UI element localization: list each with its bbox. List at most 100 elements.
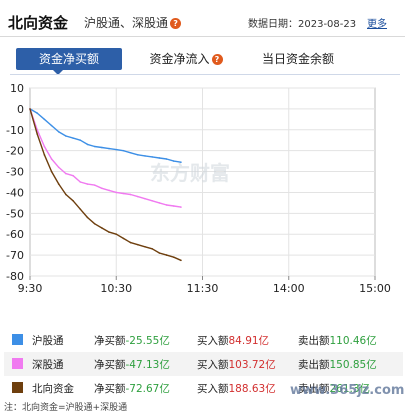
data-point bbox=[72, 200, 74, 202]
y-tick-label: 0 bbox=[17, 103, 24, 116]
data-point bbox=[65, 135, 67, 137]
data-point bbox=[122, 149, 125, 152]
tab-net-buy[interactable]: 资金净买额 bbox=[16, 48, 122, 70]
data-point bbox=[72, 137, 74, 139]
net-value: -25.55亿 bbox=[125, 335, 170, 347]
data-point bbox=[165, 158, 168, 160]
legend-net: 净买额-47.13亿 bbox=[94, 357, 170, 372]
data-point bbox=[101, 227, 103, 229]
data-point bbox=[43, 154, 46, 156]
series-line bbox=[29, 108, 182, 163]
y-tick-label: -80 bbox=[6, 270, 24, 283]
help-icon[interactable]: ? bbox=[170, 18, 182, 29]
data-point bbox=[172, 205, 175, 207]
data-point bbox=[180, 161, 182, 163]
legend-row: 深股通 净买额-47.13亿 买入额103.72亿 卖出额150.85亿 bbox=[4, 352, 403, 376]
tab-divider bbox=[10, 74, 400, 75]
data-point bbox=[101, 146, 103, 149]
data-point bbox=[158, 202, 161, 204]
data-point bbox=[93, 222, 96, 225]
data-point bbox=[93, 145, 96, 148]
legend-row: 沪股通 净买额-25.55亿 买入额84.91亿 卖出额110.46亿 bbox=[4, 328, 403, 352]
data-point bbox=[129, 151, 132, 154]
data-point bbox=[43, 145, 46, 148]
data-point bbox=[165, 204, 168, 206]
net-value: -72.67亿 bbox=[125, 383, 170, 395]
legend-swatch bbox=[12, 382, 23, 393]
legend-name: 深股通 bbox=[32, 359, 64, 371]
data-point bbox=[151, 248, 153, 250]
buy-value: 188.63亿 bbox=[228, 383, 276, 395]
legend-buy: 买入额188.63亿 bbox=[197, 381, 276, 396]
data-point bbox=[137, 243, 139, 246]
data-point bbox=[79, 139, 82, 142]
data-point bbox=[93, 184, 96, 186]
data-point bbox=[115, 148, 118, 151]
header: 北向资金 沪股通、深股通? 数据日期：2023-08-23 更多 bbox=[0, 0, 405, 37]
help-icon[interactable]: ? bbox=[211, 54, 223, 65]
legend-net: 净买额-72.67亿 bbox=[94, 381, 170, 396]
data-point bbox=[137, 195, 139, 198]
legend-swatch bbox=[12, 358, 23, 369]
legend-sell: 卖出额261.3亿 bbox=[298, 381, 370, 396]
buy-value: 84.91亿 bbox=[228, 335, 270, 347]
legend-buy: 买入额103.72亿 bbox=[197, 357, 276, 372]
data-point bbox=[172, 160, 175, 162]
sell-value: 261.3亿 bbox=[329, 383, 371, 395]
series-layer bbox=[29, 108, 182, 262]
data-point bbox=[151, 156, 153, 158]
site-watermark: www.365jz.com bbox=[290, 383, 405, 398]
y-tick-label: -60 bbox=[6, 228, 24, 241]
buy-label: 买入额 bbox=[197, 383, 229, 395]
data-point bbox=[36, 112, 38, 114]
x-tick-label: 15:00 bbox=[359, 282, 391, 295]
legend-sell: 卖出额110.46亿 bbox=[298, 333, 377, 348]
data-point bbox=[79, 181, 82, 183]
net-label: 净买额 bbox=[94, 359, 126, 371]
data-point bbox=[144, 197, 146, 200]
sell-value: 110.46亿 bbox=[329, 335, 377, 347]
sell-label: 卖出额 bbox=[298, 359, 330, 371]
data-point bbox=[50, 124, 53, 127]
data-point bbox=[180, 259, 182, 262]
data-point bbox=[158, 252, 161, 254]
watermark: 东方财富 bbox=[150, 161, 230, 185]
x-tick-label: 11:30 bbox=[187, 282, 219, 295]
data-point bbox=[79, 208, 82, 210]
data-point bbox=[165, 254, 168, 256]
data-point bbox=[65, 172, 67, 175]
data-point bbox=[86, 183, 89, 185]
y-tick-label: -70 bbox=[6, 249, 24, 262]
data-point bbox=[86, 143, 89, 146]
data-point bbox=[129, 241, 132, 244]
subtitle: 沪股通、深股通? bbox=[84, 14, 182, 31]
legend-name: 北向资金 bbox=[32, 383, 74, 395]
more-link[interactable]: 更多 bbox=[367, 19, 387, 30]
data-point bbox=[151, 200, 153, 202]
data-point bbox=[115, 191, 118, 194]
data-point bbox=[57, 166, 60, 169]
data-point bbox=[108, 147, 110, 150]
y-tick-label: -40 bbox=[6, 186, 24, 199]
legend-table: 沪股通 净买额-25.55亿 买入额84.91亿 卖出额110.46亿 深股通 … bbox=[4, 328, 403, 400]
x-tick-label: 14:00 bbox=[273, 282, 305, 295]
tab-net-inflow[interactable]: 资金净流入? bbox=[136, 48, 236, 70]
data-point bbox=[144, 155, 146, 157]
legend-sell: 卖出额150.85亿 bbox=[298, 357, 377, 372]
data-point bbox=[65, 193, 67, 196]
chart-svg: 东方财富 10 0 -10 -20 -30 -40 -50 -60 -70 -809:30 10:3… bbox=[6, 82, 391, 295]
legend-name: 沪股通 bbox=[32, 335, 64, 347]
y-tick-label: -20 bbox=[6, 145, 24, 158]
date-label: 数据日期：2023-08-23 bbox=[248, 19, 357, 30]
data-point bbox=[172, 256, 175, 258]
data-point bbox=[86, 216, 89, 219]
data-point bbox=[115, 233, 118, 236]
data-point bbox=[36, 133, 38, 135]
data-point bbox=[50, 158, 53, 160]
legend-swatch bbox=[12, 334, 23, 345]
data-point bbox=[101, 187, 103, 190]
tab-balance[interactable]: 当日资金余额 bbox=[252, 48, 344, 70]
tab-net-inflow-label: 资金净流入 bbox=[149, 52, 210, 66]
data-point bbox=[43, 118, 46, 121]
data-point bbox=[122, 192, 125, 195]
